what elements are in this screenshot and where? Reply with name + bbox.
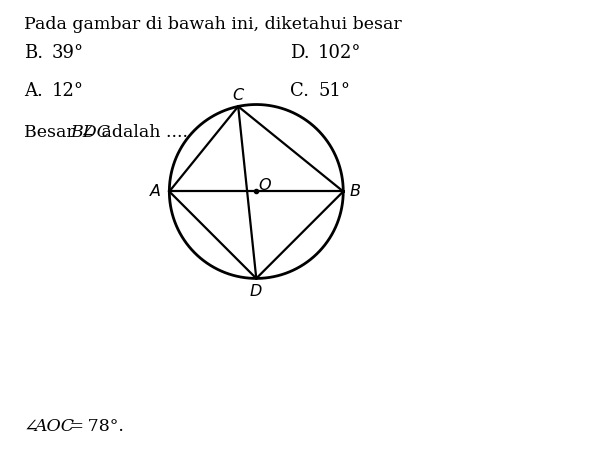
- Text: AOC: AOC: [34, 418, 74, 435]
- Text: $A$: $A$: [149, 183, 162, 200]
- Text: 39°: 39°: [52, 44, 84, 63]
- Text: 51°: 51°: [318, 82, 350, 100]
- Text: $B$: $B$: [349, 183, 361, 200]
- Text: A.: A.: [24, 82, 43, 100]
- Text: BDC: BDC: [70, 124, 110, 141]
- Text: 102°: 102°: [318, 44, 362, 63]
- Text: $D$: $D$: [250, 283, 263, 300]
- Text: C.: C.: [290, 82, 309, 100]
- Text: $C$: $C$: [232, 86, 245, 104]
- Text: 12°: 12°: [52, 82, 84, 100]
- Text: adalah ....: adalah ....: [96, 124, 188, 141]
- Text: Besar ∠: Besar ∠: [24, 124, 95, 141]
- Text: = 78°.: = 78°.: [66, 418, 124, 435]
- Text: Pada gambar di bawah ini, diketahui besar: Pada gambar di bawah ini, diketahui besa…: [24, 16, 402, 33]
- Text: $O$: $O$: [258, 177, 272, 194]
- Text: D.: D.: [290, 44, 310, 63]
- Text: B.: B.: [24, 44, 43, 63]
- Text: ∠: ∠: [24, 418, 39, 435]
